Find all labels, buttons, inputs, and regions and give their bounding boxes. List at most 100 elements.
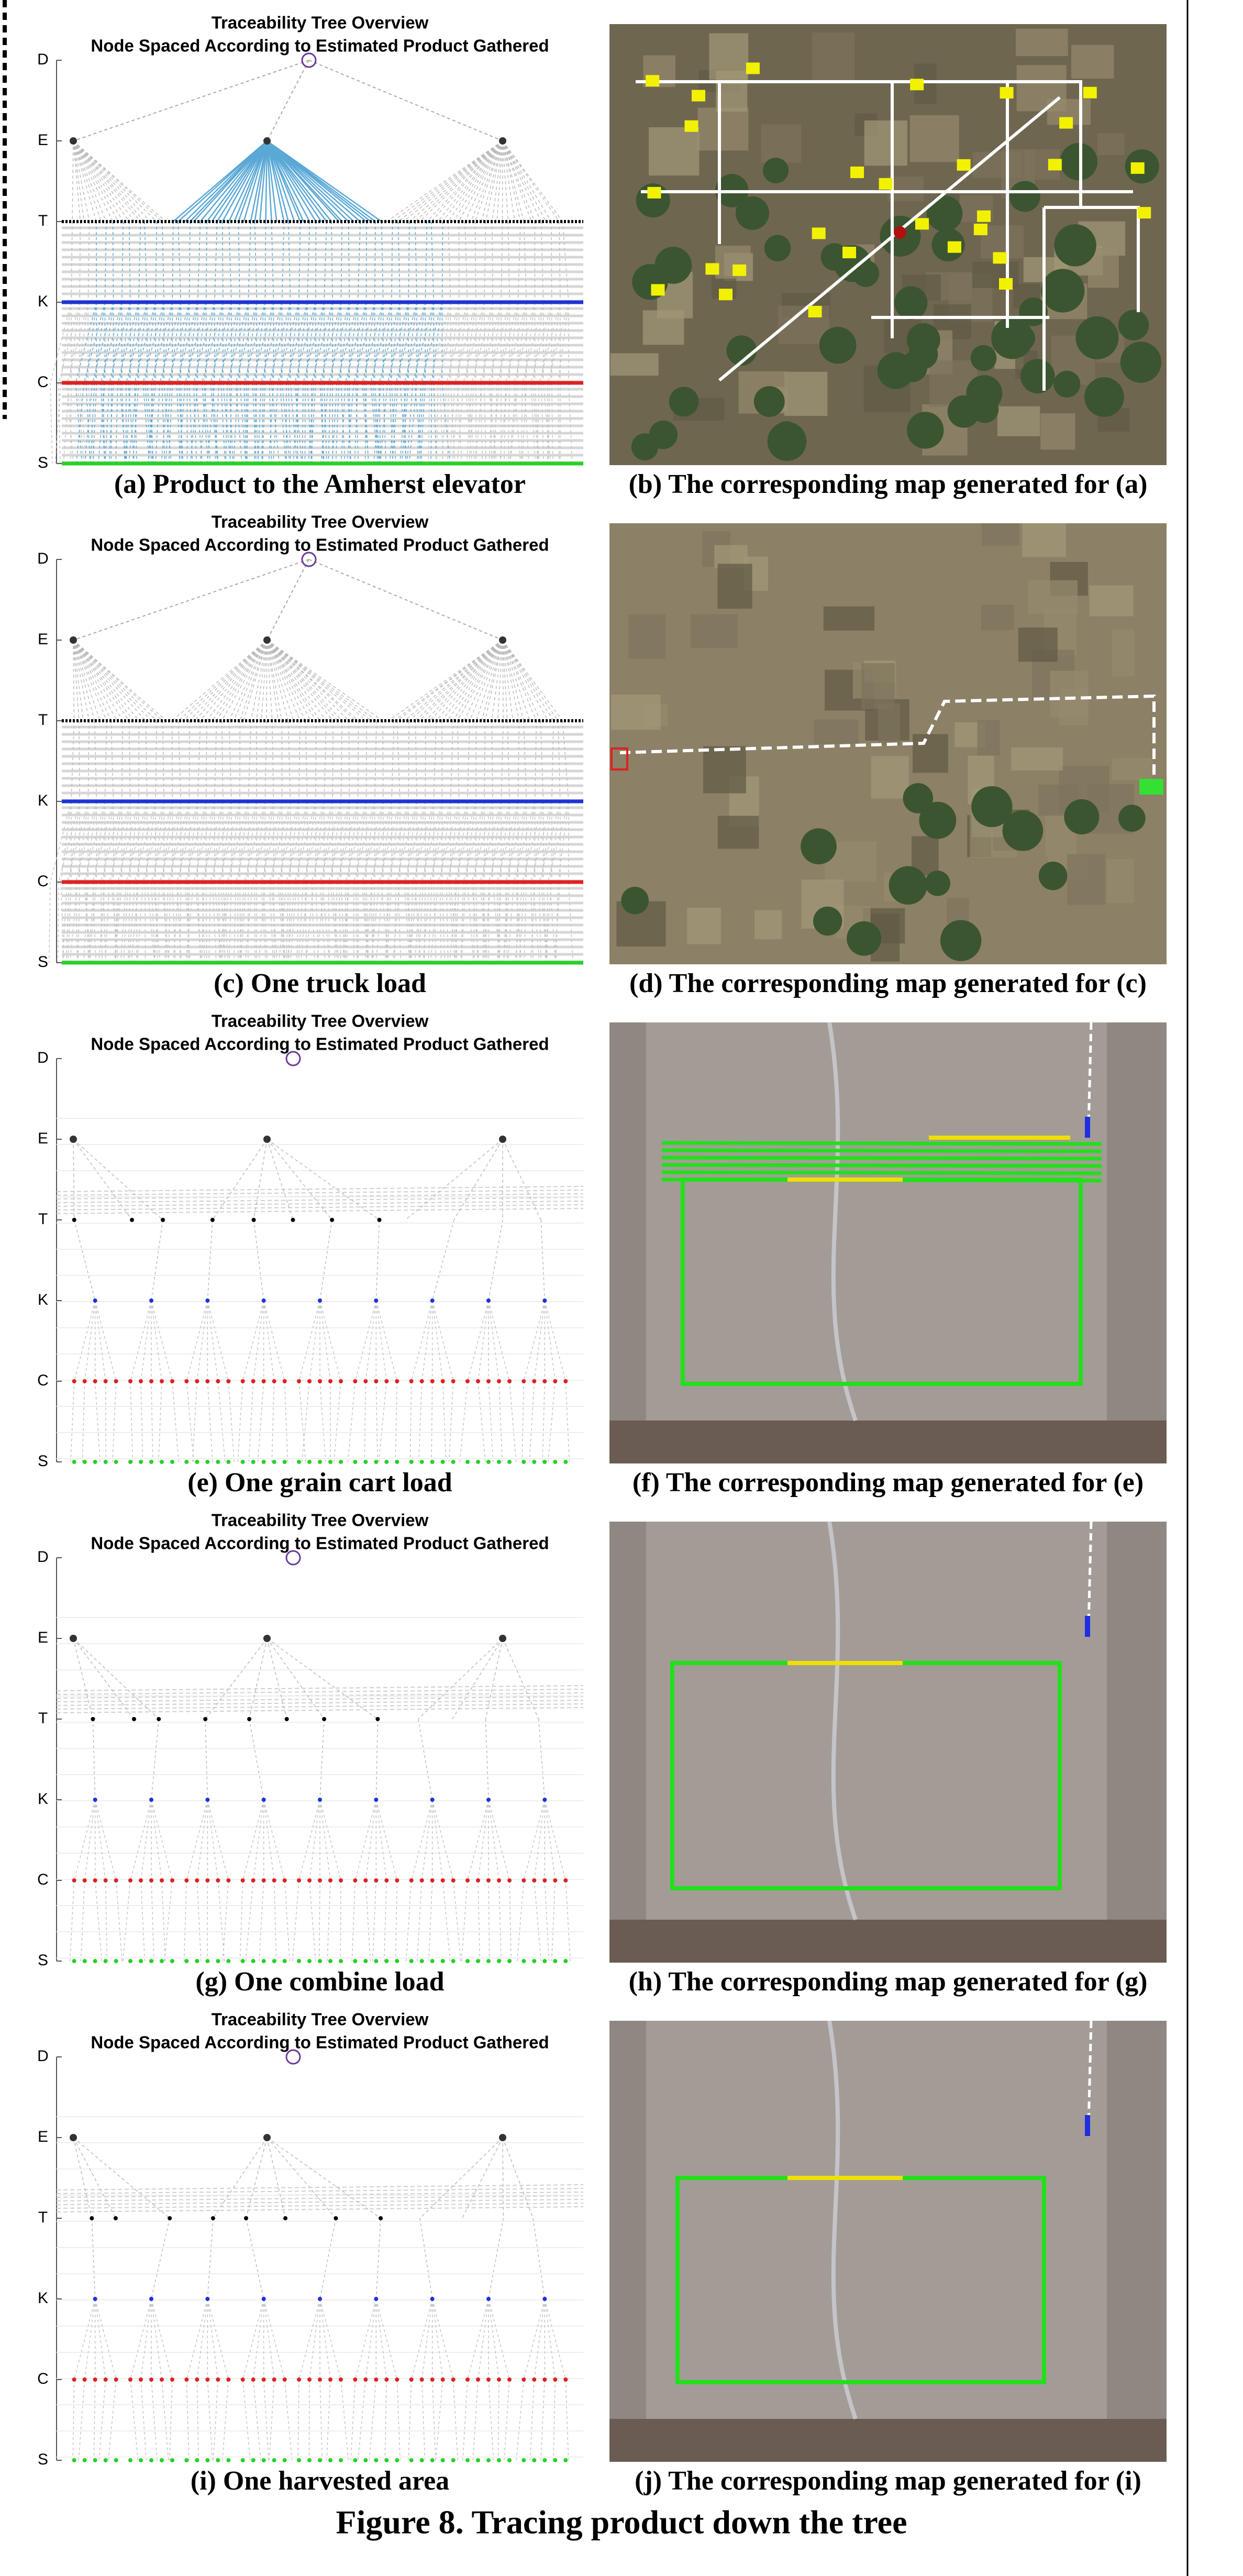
level-label: K	[38, 293, 48, 310]
tree-node	[499, 1136, 506, 1143]
tree-node	[384, 2377, 389, 2382]
tree-node	[521, 1878, 526, 1883]
map-harvest-path	[662, 1158, 1102, 1159]
tree-caption: (i) One harvested area	[191, 2466, 449, 2496]
tree-node	[532, 2458, 536, 2462]
map-pivot	[1020, 359, 1055, 393]
map-pivot	[1120, 342, 1161, 382]
level-label: E	[38, 1629, 48, 1646]
tree-node	[322, 1717, 326, 1721]
map-marker	[746, 62, 760, 74]
tree-node	[114, 2458, 118, 2462]
level-label: E	[38, 2128, 48, 2145]
map-marker	[957, 159, 971, 171]
tree-node	[363, 2377, 368, 2382]
tree-node	[374, 1379, 378, 1383]
map-pivot	[894, 286, 928, 320]
tree-node	[420, 1379, 424, 1383]
tree-node	[563, 2377, 568, 2382]
level-label: C	[37, 2370, 49, 2387]
map-field	[761, 124, 802, 162]
tree-node	[363, 1959, 368, 1963]
map-field	[814, 720, 858, 744]
tree-node	[328, 2458, 332, 2462]
tree-node	[521, 1959, 526, 1963]
tree-node	[170, 1379, 174, 1383]
tree-node	[465, 1878, 470, 1883]
tree-node	[499, 636, 506, 644]
tree-node	[409, 2377, 414, 2382]
tree-node	[553, 1959, 557, 1963]
tree-node	[114, 1379, 118, 1383]
map-pivot	[754, 386, 785, 417]
tree-node	[272, 2377, 276, 2382]
tree-node	[563, 1460, 568, 1464]
tree-node	[262, 1460, 266, 1464]
tree-node	[205, 1959, 209, 1963]
tree-node	[91, 1717, 95, 1721]
tree-node	[353, 2377, 357, 2382]
map-marker	[705, 263, 719, 274]
tree-node	[149, 1379, 153, 1383]
map-marker	[1085, 1117, 1090, 1138]
level-label: K	[38, 2289, 48, 2307]
tree-node	[128, 1959, 132, 1963]
tree-node	[93, 1959, 97, 1963]
tree-node	[430, 1878, 435, 1883]
tree-node	[497, 1878, 501, 1883]
tree-node	[160, 1379, 164, 1383]
tree-node	[486, 2377, 491, 2382]
tree-node	[441, 1959, 445, 1963]
tree-node	[72, 2377, 76, 2382]
map-field	[629, 614, 665, 659]
tree-node	[374, 2377, 378, 2382]
map-pivot	[971, 345, 997, 371]
map-pivot	[1060, 143, 1098, 181]
tree-node	[409, 2458, 414, 2462]
tree-node	[160, 2377, 164, 2382]
map-pivot	[1041, 269, 1084, 312]
tree-node	[226, 2458, 230, 2462]
tree-node	[395, 1379, 399, 1383]
map-caption: (d) The corresponding map generated for …	[629, 968, 1147, 998]
tree-node	[283, 1460, 287, 1464]
map-elevator	[894, 226, 906, 239]
tree-node	[263, 1635, 271, 1642]
level-label: C	[37, 873, 49, 890]
tree-node	[104, 1878, 108, 1883]
tree-node	[328, 2377, 332, 2382]
tree-node	[521, 1460, 526, 1464]
tree-caption: (c) One truck load	[214, 968, 426, 998]
map-pivot	[927, 195, 963, 232]
map-field	[1089, 586, 1133, 617]
tree-node	[334, 2216, 338, 2220]
tree-node	[216, 1878, 220, 1883]
tree-title: Traceability Tree Overview	[212, 2010, 429, 2029]
map-marker	[993, 252, 1006, 263]
tree-node	[430, 2458, 435, 2462]
tree-node	[93, 1298, 97, 1303]
map-panel: (d) The corresponding map generated for …	[609, 523, 1167, 998]
tree-node	[451, 1878, 456, 1883]
map-marker	[1048, 159, 1062, 170]
level-label: D	[37, 51, 49, 68]
tree-node	[430, 1460, 435, 1464]
tree-node	[104, 1379, 108, 1383]
level-label: S	[38, 953, 48, 971]
map-strip	[609, 1421, 1167, 1463]
tree-node	[486, 1878, 491, 1883]
tree-node	[339, 2458, 343, 2462]
level-label: S	[38, 1452, 48, 1470]
tree-node	[72, 1878, 76, 1883]
tree-node	[542, 1798, 547, 1802]
tree-node	[262, 1959, 266, 1963]
map-field	[646, 1522, 1107, 1920]
tree-node	[205, 1460, 209, 1464]
map-field	[1112, 758, 1153, 780]
tree-node	[216, 1959, 220, 1963]
tree-node	[339, 1878, 343, 1883]
map-pivot	[649, 421, 678, 449]
tree-node	[441, 2377, 445, 2382]
level-label: T	[38, 711, 48, 729]
map-pivot	[819, 327, 857, 364]
